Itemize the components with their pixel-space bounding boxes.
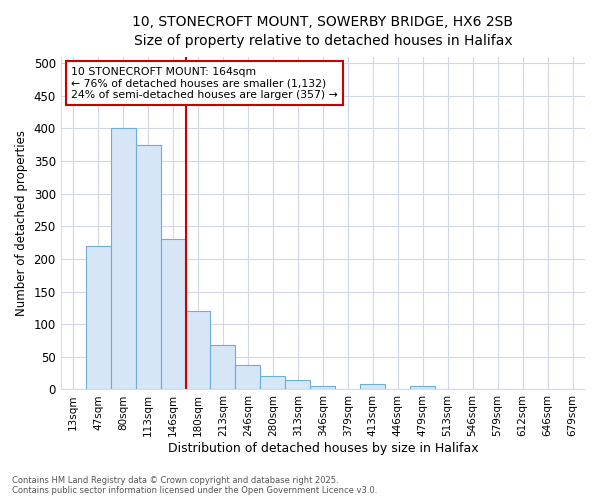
Title: 10, STONECROFT MOUNT, SOWERBY BRIDGE, HX6 2SB
Size of property relative to detac: 10, STONECROFT MOUNT, SOWERBY BRIDGE, HX… — [133, 15, 514, 48]
Bar — [286, 380, 310, 390]
Bar — [161, 240, 185, 390]
Bar — [360, 384, 385, 390]
Bar — [136, 144, 161, 390]
Text: 10 STONECROFT MOUNT: 164sqm
← 76% of detached houses are smaller (1,132)
24% of : 10 STONECROFT MOUNT: 164sqm ← 76% of det… — [71, 66, 338, 100]
Bar — [310, 386, 335, 390]
Bar — [410, 386, 435, 390]
X-axis label: Distribution of detached houses by size in Halifax: Distribution of detached houses by size … — [167, 442, 478, 455]
Bar — [235, 364, 260, 390]
Bar — [260, 376, 286, 390]
Text: Contains HM Land Registry data © Crown copyright and database right 2025.
Contai: Contains HM Land Registry data © Crown c… — [12, 476, 377, 495]
Bar — [185, 311, 211, 390]
Y-axis label: Number of detached properties: Number of detached properties — [15, 130, 28, 316]
Bar — [86, 246, 110, 390]
Bar — [211, 345, 235, 390]
Bar — [110, 128, 136, 390]
